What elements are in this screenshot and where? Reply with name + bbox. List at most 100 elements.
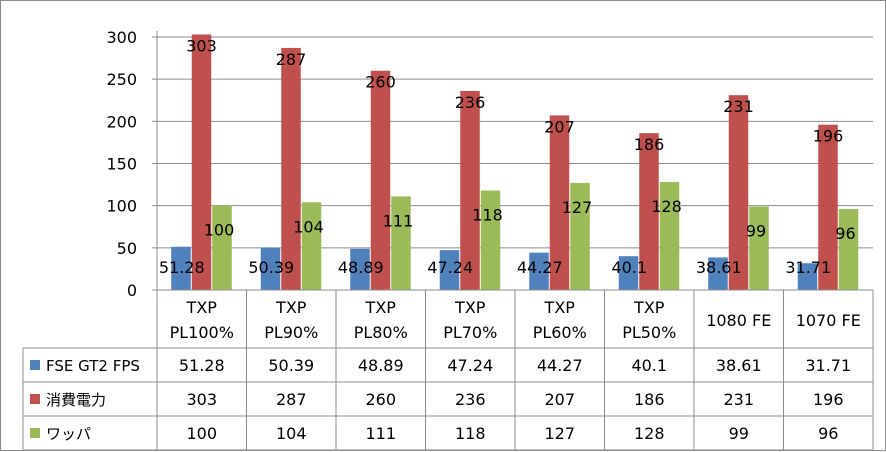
data-label: 31.71 xyxy=(785,258,831,277)
category-label: PL60% xyxy=(533,323,587,342)
table-cell: 186 xyxy=(634,390,665,409)
data-label: 260 xyxy=(365,73,396,92)
table-cell: 236 xyxy=(455,390,486,409)
data-label: 100 xyxy=(204,221,235,240)
table-cell: 104 xyxy=(276,424,307,443)
y-tick-label: 50 xyxy=(117,239,137,258)
legend-label: 消費電力 xyxy=(46,391,106,409)
table-cell: 207 xyxy=(544,390,575,409)
table-cell: 260 xyxy=(365,390,396,409)
bar xyxy=(171,246,191,290)
y-tick-label: 300 xyxy=(106,28,137,47)
bar xyxy=(391,196,411,290)
legend-key xyxy=(30,360,40,370)
category-label: TXP xyxy=(544,298,576,317)
data-label: 287 xyxy=(276,50,307,69)
data-label: 127 xyxy=(562,198,593,217)
data-label: 303 xyxy=(186,36,217,55)
category-label: 1080 FE xyxy=(706,311,771,330)
table-cell: 231 xyxy=(723,390,754,409)
data-label: 51.28 xyxy=(159,258,205,277)
table-cell: 118 xyxy=(455,424,486,443)
bar xyxy=(818,124,838,290)
data-label: 96 xyxy=(835,224,855,243)
table-cell: 127 xyxy=(544,424,575,443)
bar xyxy=(191,34,212,290)
bar xyxy=(708,257,728,290)
category-label: PL50% xyxy=(622,323,676,342)
bar xyxy=(281,47,301,290)
table-cell: 47.24 xyxy=(447,356,493,375)
category-label: PL100% xyxy=(170,323,234,342)
table-cell: 128 xyxy=(634,424,665,443)
data-label: 44.27 xyxy=(517,258,563,277)
bar xyxy=(570,182,590,290)
table-cell: 48.89 xyxy=(358,356,404,375)
bar xyxy=(728,95,749,290)
legend-label: FSE GT2 FPS xyxy=(46,357,140,375)
table-cell: 96 xyxy=(818,424,838,443)
bar xyxy=(439,250,460,290)
data-label: 38.61 xyxy=(696,258,742,277)
legend-label: ワッパ xyxy=(46,425,91,443)
table-cell: 38.61 xyxy=(716,356,762,375)
bar xyxy=(749,206,769,290)
category-label: TXP xyxy=(633,298,665,317)
category-label: PL80% xyxy=(354,323,408,342)
table-cell: 40.1 xyxy=(631,356,667,375)
y-tick-label: 0 xyxy=(127,281,137,300)
bar xyxy=(797,263,818,290)
y-tick-label: 200 xyxy=(106,112,137,131)
data-label: 99 xyxy=(746,222,766,241)
data-label: 104 xyxy=(293,217,324,236)
data-label: 118 xyxy=(472,205,503,224)
category-label: TXP xyxy=(275,298,307,317)
data-label: 40.1 xyxy=(611,258,647,277)
data-label: 186 xyxy=(634,135,665,154)
bar xyxy=(659,182,680,290)
data-label: 47.24 xyxy=(427,258,473,277)
bar xyxy=(529,252,549,290)
category-label: TXP xyxy=(454,298,486,317)
bar xyxy=(639,133,659,290)
category-label: TXP xyxy=(365,298,397,317)
table-cell: 111 xyxy=(365,424,396,443)
legend-key xyxy=(30,428,40,438)
category-label: PL70% xyxy=(443,323,497,342)
bar xyxy=(301,202,322,290)
category-label: TXP xyxy=(186,298,218,317)
table-cell: 100 xyxy=(186,424,217,443)
bar xyxy=(838,209,859,290)
table-cell: 31.71 xyxy=(805,356,851,375)
data-label: 111 xyxy=(383,211,414,230)
table-cell: 50.39 xyxy=(268,356,314,375)
y-tick-label: 150 xyxy=(106,155,137,174)
legend-key xyxy=(30,394,40,404)
bar xyxy=(370,70,391,290)
data-label: 128 xyxy=(651,197,682,216)
table-cell: 196 xyxy=(813,390,844,409)
data-label: 207 xyxy=(544,117,575,136)
data-label: 196 xyxy=(813,127,844,146)
bar xyxy=(260,247,281,290)
bar xyxy=(350,248,370,290)
data-label: 231 xyxy=(723,97,754,116)
y-tick-label: 250 xyxy=(106,70,137,89)
bar xyxy=(480,190,501,290)
table-cell: 287 xyxy=(276,390,307,409)
bar xyxy=(618,256,639,290)
bar xyxy=(460,90,480,291)
bar xyxy=(549,115,570,291)
data-label: 50.39 xyxy=(248,258,294,277)
y-tick-label: 100 xyxy=(106,197,137,216)
bar xyxy=(212,205,232,290)
table-cell: 303 xyxy=(186,390,217,409)
data-label: 48.89 xyxy=(338,258,384,277)
data-label: 236 xyxy=(455,93,486,112)
table-cell: 44.27 xyxy=(537,356,583,375)
table-cell: 51.28 xyxy=(179,356,225,375)
category-label: PL90% xyxy=(264,323,318,342)
category-label: 1070 FE xyxy=(796,311,861,330)
